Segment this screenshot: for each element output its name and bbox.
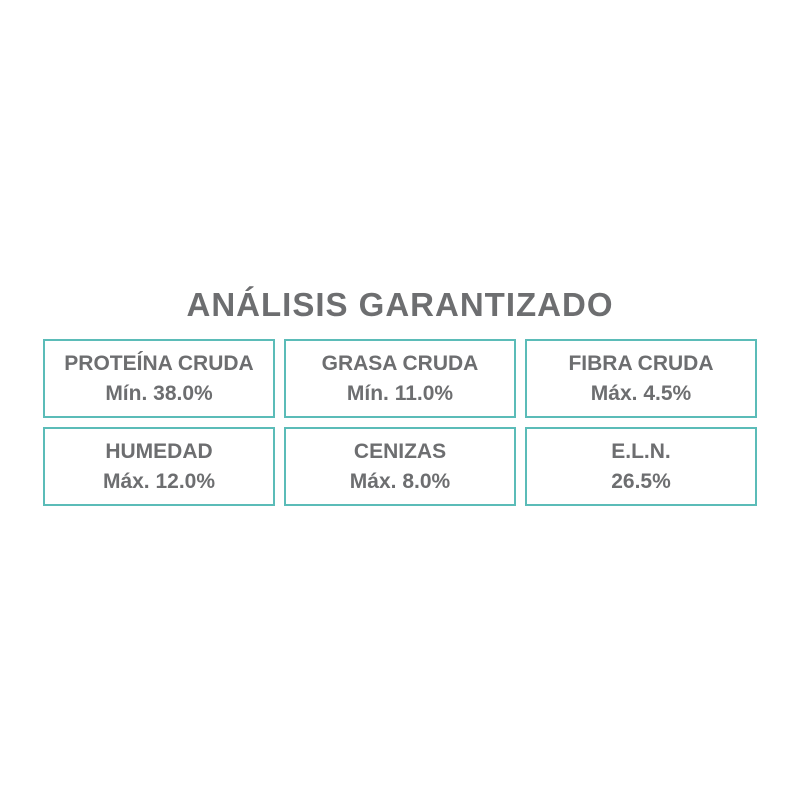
- page-title: ANÁLISIS GARANTIZADO: [186, 286, 614, 323]
- nutrient-value: Mín. 11.0%: [346, 381, 454, 405]
- nutrient-value: 26.5%: [611, 469, 671, 493]
- analysis-cell: FIBRA CRUDA Máx. 4.5%: [525, 339, 757, 418]
- nutrient-label: HUMEDAD: [105, 439, 213, 463]
- nutrient-label: GRASA CRUDA: [321, 351, 479, 375]
- analysis-grid: PROTEÍNA CRUDA Mín. 38.0% GRASA CRUDA Mín.…: [43, 339, 757, 506]
- nutrient-value: Máx. 4.5%: [590, 381, 692, 405]
- nutrient-label: PROTEÍNA CRUDA: [64, 351, 254, 375]
- analysis-cell: E.L.N. 26.5%: [525, 427, 757, 506]
- analysis-cell: GRASA CRUDA Mín. 11.0%: [284, 339, 516, 418]
- analysis-cell: HUMEDAD Máx. 12.0%: [43, 427, 275, 506]
- nutrient-value: Mín. 38.0%: [105, 381, 213, 405]
- nutrient-label: E.L.N.: [611, 439, 671, 463]
- nutrient-label: FIBRA CRUDA: [568, 351, 714, 375]
- nutrient-value: Máx. 12.0%: [102, 469, 216, 493]
- analysis-cell: PROTEÍNA CRUDA Mín. 38.0%: [43, 339, 275, 418]
- analysis-cell: CENIZAS Máx. 8.0%: [284, 427, 516, 506]
- nutrient-value: Máx. 8.0%: [349, 469, 451, 493]
- nutrient-label: CENIZAS: [353, 439, 447, 463]
